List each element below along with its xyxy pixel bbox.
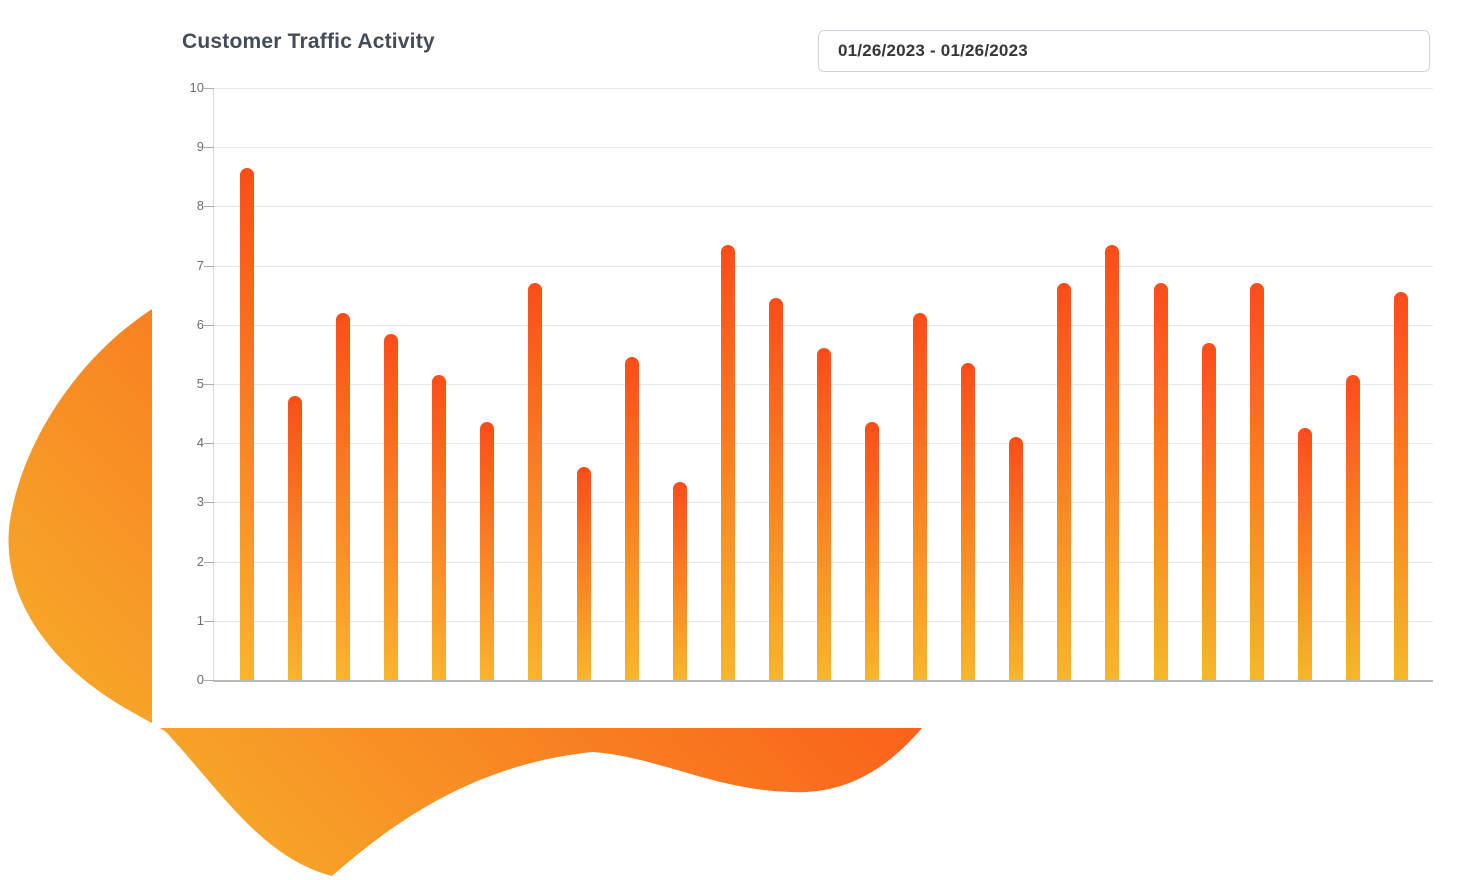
y-axis-label: 10 — [189, 80, 204, 95]
bar[interactable] — [672, 481, 687, 680]
bar[interactable] — [720, 244, 735, 680]
axis-tick — [204, 265, 214, 267]
bar[interactable] — [913, 312, 928, 680]
gridline — [214, 147, 1433, 149]
axis-tick — [204, 502, 214, 504]
y-axis-label: 8 — [196, 198, 204, 214]
bar[interactable] — [1201, 342, 1216, 680]
gridline — [214, 324, 1433, 326]
bar[interactable] — [1009, 437, 1024, 680]
axis-tick — [204, 680, 214, 681]
axis-tick — [204, 147, 214, 149]
bar[interactable] — [1393, 292, 1408, 680]
gridline — [214, 265, 1433, 267]
axis-tick — [204, 88, 214, 89]
y-axis-label: 9 — [196, 139, 204, 155]
bar[interactable] — [576, 466, 591, 680]
gridline — [214, 88, 1433, 89]
y-axis-label: 3 — [196, 494, 204, 510]
bar[interactable] — [816, 348, 831, 680]
y-axis-label: 1 — [196, 612, 204, 628]
bar[interactable] — [480, 422, 495, 680]
axis-tick — [204, 324, 214, 326]
axis-tick — [204, 561, 214, 563]
axis-tick — [204, 620, 214, 622]
bar[interactable] — [288, 395, 303, 680]
axis-tick — [204, 384, 214, 385]
bar[interactable] — [961, 363, 976, 680]
bar[interactable] — [1345, 375, 1360, 680]
bar[interactable] — [336, 312, 351, 680]
y-axis-label: 6 — [196, 316, 204, 332]
bar[interactable] — [768, 298, 783, 680]
y-axis-label: 2 — [196, 553, 204, 569]
y-axis-label: 0 — [196, 672, 204, 687]
bar[interactable] — [1153, 283, 1168, 680]
gridline — [214, 206, 1433, 208]
y-axis-label: 4 — [196, 435, 204, 451]
y-axis-label: 5 — [196, 376, 204, 391]
bar[interactable] — [1297, 428, 1312, 680]
bar[interactable] — [1105, 244, 1120, 680]
bar[interactable] — [865, 422, 880, 680]
bar[interactable] — [1249, 283, 1264, 680]
bar[interactable] — [624, 357, 639, 680]
chart-title: Customer Traffic Activity — [182, 30, 435, 53]
y-axis-label: 7 — [196, 257, 204, 273]
bar[interactable] — [432, 375, 447, 680]
bar[interactable] — [384, 333, 399, 680]
bar[interactable] — [528, 283, 543, 680]
date-range-input[interactable] — [818, 30, 1430, 72]
bar[interactable] — [240, 167, 254, 680]
chart-card: Customer Traffic Activity 0 1 2 3 4 5 6 7 8 9 10 — [152, 0, 1460, 728]
bar-chart: 0 1 2 3 4 5 6 7 8 9 10 — [190, 80, 1433, 687]
bar[interactable] — [1057, 283, 1072, 680]
axis-tick — [204, 206, 214, 208]
axis-tick — [204, 443, 214, 445]
